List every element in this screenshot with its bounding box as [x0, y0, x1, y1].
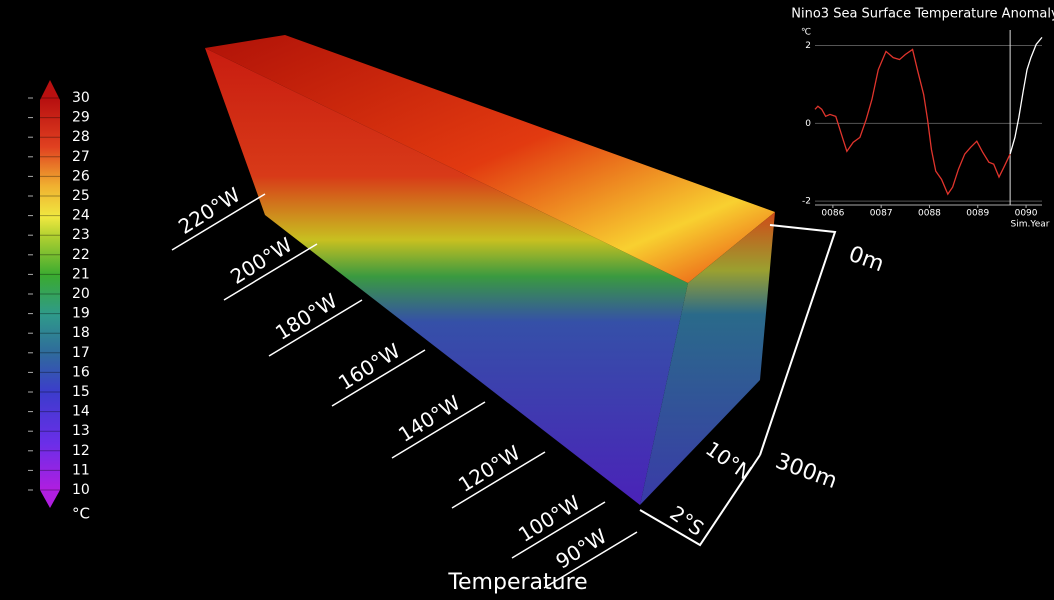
- depth-label: 0m: [845, 242, 887, 278]
- y-tick-label: 0: [805, 119, 811, 129]
- lon-tick: [543, 531, 638, 589]
- colorbar-tick-label: 11: [72, 462, 90, 478]
- x-tick-label: 0086: [821, 209, 844, 219]
- colorbar-tick-label: 10: [72, 482, 90, 498]
- colorbar: °C: [40, 80, 90, 523]
- lon-tick: [451, 451, 546, 509]
- line-series: [1009, 36, 1043, 155]
- lat-label: 2°S: [665, 501, 708, 541]
- y-axis-label: ℃: [801, 28, 811, 38]
- line-series: [814, 48, 1011, 196]
- y-tick-label: -2: [802, 197, 811, 207]
- colorbar-tick-label: 13: [72, 423, 90, 439]
- x-tick-label: 0089: [966, 209, 989, 219]
- colorbar-tick-label: 23: [72, 227, 90, 243]
- lon-tick: [171, 193, 266, 251]
- depth-axis: [759, 224, 837, 456]
- colorbar-tick-label: 20: [72, 286, 90, 302]
- x-tick-label: 0090: [1015, 209, 1038, 219]
- colorbar-tick-label: 24: [72, 208, 90, 224]
- volume-title: Temperature: [447, 570, 587, 595]
- lon-label: 120°W: [454, 440, 525, 496]
- lat-axis: [639, 454, 761, 547]
- colorbar-tick-label: 21: [72, 266, 90, 282]
- colorbar-tick-label: 18: [72, 325, 90, 341]
- depth-label: 300m: [772, 449, 840, 494]
- lon-label: 200°W: [226, 232, 297, 288]
- colorbar-tick-label: 14: [72, 404, 90, 420]
- lon-label: 180°W: [271, 288, 342, 344]
- lon-tick: [268, 299, 363, 357]
- y-tick-label: 2: [805, 41, 811, 51]
- lon-tick: [223, 243, 318, 301]
- colorbar-tick-label: 27: [72, 149, 90, 165]
- colorbar-tick-label: 28: [72, 129, 90, 145]
- x-tick-label: 0087: [870, 209, 893, 219]
- lon-tick: [511, 501, 606, 559]
- lon-tick: [331, 349, 426, 407]
- colorbar-arrow: [40, 490, 60, 508]
- colorbar-tick-label: 12: [72, 443, 90, 459]
- lon-tick: [391, 401, 486, 459]
- colorbar-tick-label: 17: [72, 345, 90, 361]
- colorbar-tick-label: 29: [72, 110, 90, 126]
- colorbar-tick-label: 15: [72, 384, 90, 400]
- volume-front: [205, 48, 688, 505]
- colorbar-tick-label: 30: [72, 90, 90, 106]
- lat-label: 10°N: [701, 436, 756, 485]
- colorbar-tick-label: 25: [72, 188, 90, 204]
- inset-title: Nino3 Sea Surface Temperature Anomaly: [791, 7, 1054, 22]
- inset: Nino3 Sea Surface Temperature Anomaly ℃ …: [791, 7, 1054, 230]
- colorbar-tick-label: 16: [72, 364, 90, 380]
- colorbar-arrow: [40, 80, 60, 100]
- x-tick-label: 0088: [918, 209, 941, 219]
- colorbar-tick-label: 26: [72, 168, 90, 184]
- colorbar-tick-label: 22: [72, 247, 90, 263]
- lon-label: 220°W: [174, 182, 245, 238]
- volume: Temperature: [205, 35, 837, 595]
- colorbar-ramp: [40, 100, 60, 490]
- x-axis-label: Sim.Year: [1011, 220, 1050, 230]
- volume-top: [205, 35, 775, 283]
- colorbar-tick-label: 19: [72, 306, 90, 322]
- lon-label: 140°W: [394, 390, 465, 446]
- colorbar-unit: °C: [72, 505, 90, 523]
- volume-side: [640, 212, 775, 505]
- lon-label: 160°W: [334, 338, 405, 394]
